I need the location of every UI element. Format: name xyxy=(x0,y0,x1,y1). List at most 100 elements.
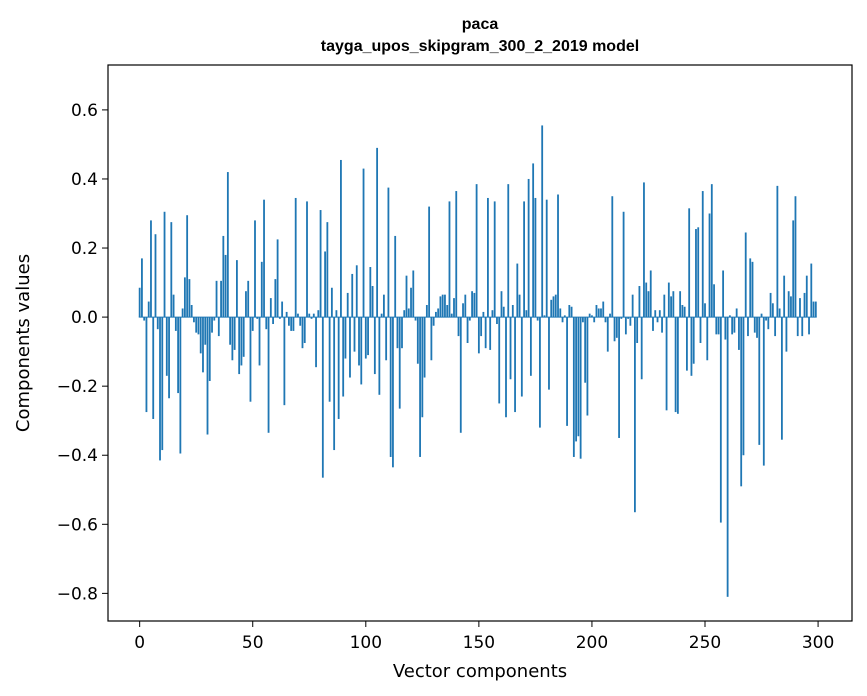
bar xyxy=(360,317,363,385)
bar xyxy=(665,317,668,411)
bar xyxy=(211,317,213,333)
bar xyxy=(609,313,611,318)
bar xyxy=(401,317,403,349)
bar xyxy=(398,317,401,409)
bar xyxy=(545,199,548,318)
bar xyxy=(195,317,198,333)
bar xyxy=(652,317,654,331)
bar xyxy=(591,315,593,318)
y-tick-label: 0.2 xyxy=(71,239,98,259)
chart-title: paca xyxy=(462,16,499,33)
bar xyxy=(584,317,587,383)
bar xyxy=(527,178,530,318)
bar xyxy=(647,291,650,318)
bar xyxy=(168,317,170,399)
bar xyxy=(676,317,679,414)
bar xyxy=(376,147,379,318)
bar xyxy=(226,172,229,318)
bar xyxy=(634,317,636,513)
bar xyxy=(756,317,758,338)
chart-subtitle: tayga_upos_skipgram_300_2_2019 model xyxy=(321,38,639,55)
bar xyxy=(738,317,740,350)
bar xyxy=(588,313,591,318)
bar xyxy=(742,317,745,456)
bar xyxy=(306,201,308,318)
bar xyxy=(464,294,467,318)
bar xyxy=(541,125,544,318)
bar xyxy=(692,317,695,364)
bar xyxy=(695,229,697,318)
bar xyxy=(190,305,193,318)
bar xyxy=(260,261,263,318)
bar xyxy=(487,197,489,318)
bar xyxy=(416,317,419,364)
plot-frame xyxy=(107,64,853,622)
bar xyxy=(448,201,451,318)
x-tick-label: 200 xyxy=(576,633,608,653)
bar xyxy=(208,317,211,381)
bar xyxy=(511,305,514,318)
bar xyxy=(557,194,559,318)
bar xyxy=(539,317,541,428)
bar xyxy=(163,211,166,318)
bar xyxy=(575,317,578,442)
bar xyxy=(265,317,268,330)
bar xyxy=(450,313,453,318)
bar xyxy=(801,317,804,337)
bar xyxy=(310,317,313,319)
bar xyxy=(566,317,568,426)
bar xyxy=(663,294,666,318)
bar xyxy=(622,211,625,318)
bar xyxy=(674,317,677,413)
bar xyxy=(710,184,713,318)
bar xyxy=(249,317,252,402)
bar xyxy=(174,317,177,331)
bar xyxy=(301,317,304,349)
bar xyxy=(389,317,392,457)
bar xyxy=(658,310,661,318)
bar xyxy=(462,303,464,318)
bar xyxy=(502,306,505,318)
bar xyxy=(776,185,779,318)
bar xyxy=(679,291,682,318)
bar xyxy=(138,287,141,318)
y-tick-label: −0.6 xyxy=(57,515,98,535)
bar xyxy=(335,310,338,318)
bar xyxy=(197,317,200,335)
bar xyxy=(762,317,765,466)
bar xyxy=(572,317,575,457)
bar xyxy=(204,317,207,345)
bar xyxy=(597,308,600,318)
bar xyxy=(213,317,216,321)
bar xyxy=(688,208,691,318)
bar xyxy=(518,294,521,318)
bar xyxy=(312,313,315,318)
bar xyxy=(202,317,204,373)
bar xyxy=(656,317,659,323)
bar xyxy=(805,275,808,318)
bar xyxy=(643,182,645,318)
bar xyxy=(444,294,446,318)
bar xyxy=(430,317,433,361)
bar xyxy=(760,313,763,318)
x-tick-label: 100 xyxy=(350,633,382,653)
bar xyxy=(735,308,738,318)
bars-group xyxy=(138,125,817,597)
bar xyxy=(161,317,164,451)
bar xyxy=(457,317,460,337)
bar xyxy=(321,317,324,478)
bar xyxy=(704,303,706,318)
bar xyxy=(787,291,790,318)
bar xyxy=(394,235,397,318)
bar xyxy=(186,215,189,318)
bar xyxy=(765,317,767,321)
bar xyxy=(523,201,525,318)
bar xyxy=(147,301,150,318)
bar xyxy=(428,206,431,318)
bar xyxy=(258,317,261,366)
bar xyxy=(183,277,186,318)
bar xyxy=(568,305,571,318)
bar xyxy=(606,317,609,352)
bar xyxy=(373,317,376,375)
bar xyxy=(636,317,639,343)
